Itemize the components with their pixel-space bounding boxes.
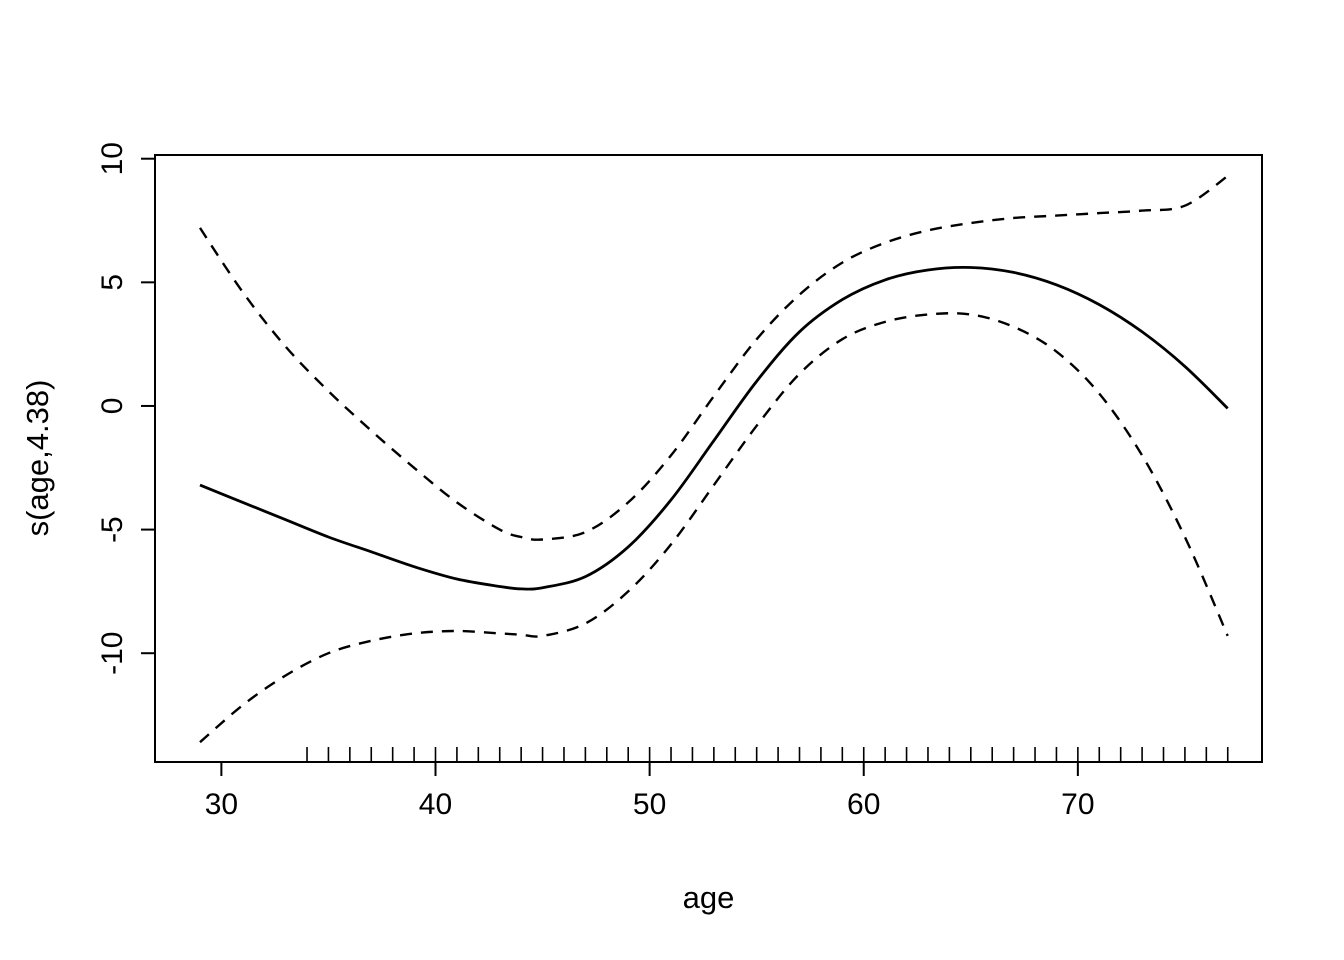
x-tick-label: 60 xyxy=(847,788,880,821)
y-tick-label: -10 xyxy=(96,632,129,675)
series-lower-ci xyxy=(199,312,1229,744)
series-fit xyxy=(199,266,1229,591)
y-tick-label: 10 xyxy=(96,142,129,175)
y-tick-label: 0 xyxy=(96,398,129,415)
x-tick-label: 40 xyxy=(419,788,452,821)
x-tick-label: 70 xyxy=(1061,788,1094,821)
x-axis-title: age xyxy=(682,880,735,915)
y-tick-label: -5 xyxy=(96,516,129,543)
x-tick-label: 30 xyxy=(205,788,238,821)
y-axis-title: s(age,4.38) xyxy=(20,379,55,537)
plot-box xyxy=(154,154,1263,763)
x-tick-label: 50 xyxy=(633,788,666,821)
y-tick-label: 5 xyxy=(96,274,129,291)
